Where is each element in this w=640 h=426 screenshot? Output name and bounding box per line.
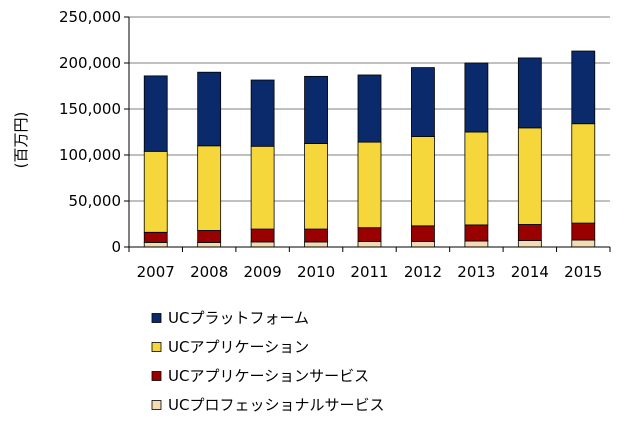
bar-segment <box>517 57 542 129</box>
bar-segment <box>464 62 489 133</box>
bar-segment <box>517 240 542 248</box>
legend-swatch <box>151 342 162 352</box>
legend-label: UCアプリケーション <box>168 338 309 356</box>
bar-segment <box>571 239 596 248</box>
bar-segment <box>304 75 328 144</box>
y-tick-label: 0 <box>111 238 121 256</box>
bar-segment <box>411 67 435 137</box>
legend-swatch <box>151 313 162 323</box>
legend-label: UCプラットフォーム <box>168 309 309 327</box>
x-tick-label: 2015 <box>564 263 602 281</box>
y-tick-label: 200,000 <box>59 54 121 72</box>
x-tick-label: 2010 <box>297 263 335 281</box>
plot-area: 0 50,000 100,000 150,000 200,000 250,000 2007 2… <box>59 8 611 281</box>
x-tick-label: 2007 <box>137 263 175 281</box>
legend-label: UCプロフェッショナルサービス <box>168 396 384 414</box>
bar-segment <box>464 240 489 248</box>
bar-segment <box>357 227 382 242</box>
x-tick-label: 2011 <box>350 263 388 281</box>
bar-segment <box>571 222 596 241</box>
bar-segment <box>411 225 435 242</box>
bar-segment <box>250 241 275 248</box>
bar-segment <box>357 74 382 143</box>
bar-segment <box>571 50 596 125</box>
y-axis-title: (百万円) <box>12 112 30 169</box>
x-tick-label: 2013 <box>457 263 495 281</box>
bar-segment <box>250 145 275 230</box>
x-tick-label: 2008 <box>190 263 228 281</box>
bar-segment <box>197 145 222 231</box>
bar-segment <box>411 136 435 227</box>
legend: UCプラットフォーム UCアプリケーション UCアプリケーションサービス UCプロフェ… <box>151 309 384 414</box>
bar-segment <box>304 241 328 248</box>
bar-segment <box>143 231 168 243</box>
bar-segment <box>517 127 542 225</box>
y-axis-title-group: (百万円) <box>12 112 30 169</box>
bar-segment <box>143 241 168 248</box>
bar-segment <box>304 228 328 243</box>
bar-segment <box>197 71 222 147</box>
bar-segment <box>143 75 168 152</box>
y-tick-label: 150,000 <box>59 100 121 118</box>
bar-segment <box>143 150 168 233</box>
x-tick-label: 2009 <box>244 263 282 281</box>
bar-segment <box>517 224 542 241</box>
bar-segment <box>464 131 489 226</box>
y-tick-label: 100,000 <box>59 146 121 164</box>
bar-segment <box>357 241 382 248</box>
bar-segment <box>250 228 275 243</box>
bar-segment <box>464 224 489 242</box>
y-tick-label: 250,000 <box>59 8 121 26</box>
bar-segment <box>250 79 275 147</box>
bar-segment <box>411 241 435 248</box>
bar-segment <box>357 141 382 229</box>
y-tick-label: 50,000 <box>69 192 122 210</box>
x-tick-label: 2014 <box>511 263 549 281</box>
legend-swatch <box>151 400 162 410</box>
legend-label: UCアプリケーションサービス <box>168 367 369 385</box>
legend-swatch <box>151 371 162 381</box>
bar-segment <box>571 123 596 224</box>
bar-segment <box>197 230 222 243</box>
bar-segment <box>197 241 222 248</box>
bar-segment <box>304 143 328 230</box>
x-tick-label: 2012 <box>404 263 442 281</box>
